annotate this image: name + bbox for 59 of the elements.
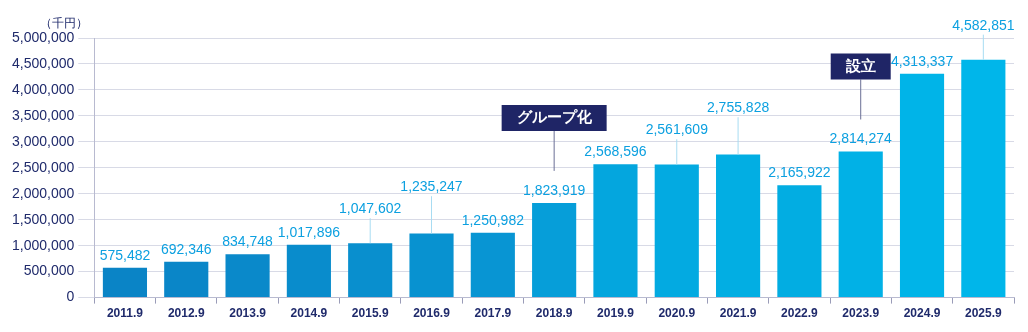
data-label: 1,250,982	[461, 211, 525, 228]
x-tick-label: 2016.9	[413, 306, 451, 321]
bar	[348, 243, 393, 298]
data-label: 2,568,596	[584, 143, 647, 160]
bar	[899, 73, 945, 298]
data-label: 2,561,609	[645, 121, 709, 138]
x-tick-label: 2011.9	[106, 306, 144, 321]
y-axis-title: （千円）	[40, 16, 89, 31]
bar	[654, 164, 699, 298]
x-tick-label: 2012.9	[167, 306, 205, 321]
bar	[286, 244, 331, 298]
x-tick-label: 2025.9	[964, 306, 1003, 321]
x-tick-label: 2024.9	[903, 306, 941, 321]
bar	[838, 151, 883, 298]
x-tick-label: 2015.9	[351, 306, 389, 321]
x-tick-label: 2022.9	[781, 306, 819, 321]
bar	[470, 232, 515, 298]
data-label: 2,755,828	[706, 99, 770, 116]
data-label: 4,582,851	[952, 16, 1015, 33]
y-tick-label: 4,500,000	[11, 54, 75, 71]
bar	[593, 164, 638, 298]
annotation: グループ化	[516, 108, 593, 126]
y-tick-label: 4,000,000	[11, 80, 75, 97]
x-tick-label: 2014.9	[290, 306, 328, 321]
data-label: 1,017,896	[277, 223, 341, 240]
y-tick-label: 1,000,000	[11, 236, 75, 253]
data-label: 1,047,602	[339, 200, 402, 217]
y-tick-label: 3,500,000	[11, 106, 75, 123]
bar	[961, 59, 1006, 298]
bar	[409, 233, 454, 298]
x-tick-label: 2020.9	[658, 306, 696, 321]
y-tick-label: 2,500,000	[11, 158, 75, 175]
y-tick-label: 0	[66, 288, 75, 305]
y-tick-label: 2,000,000	[11, 184, 75, 201]
bar	[164, 261, 209, 298]
y-tick-label: 5,000,000	[11, 28, 75, 45]
x-tick-label: 2021.9	[719, 306, 757, 321]
y-tick-label: 500,000	[23, 262, 75, 279]
data-label: 575,482	[99, 246, 151, 263]
data-label: 692,346	[160, 240, 212, 257]
data-label: 1,823,919	[522, 181, 586, 198]
y-tick-label: 3,000,000	[11, 132, 75, 149]
x-tick-label: 2023.9	[842, 306, 880, 321]
x-tick-label: 2019.9	[597, 306, 635, 321]
bar	[777, 185, 822, 298]
data-label: 4,313,337	[890, 52, 954, 69]
bar	[102, 267, 148, 298]
bar	[716, 154, 761, 298]
x-tick-label: 2018.9	[535, 306, 573, 321]
annotation: 設立	[844, 56, 876, 74]
x-tick-label: 2013.9	[229, 306, 267, 321]
bar	[225, 254, 270, 298]
data-label: 1,235,247	[400, 178, 463, 195]
data-label: 2,165,922	[768, 164, 831, 180]
bar	[532, 202, 577, 298]
y-tick-label: 1,500,000	[11, 210, 75, 227]
data-label: 2,814,274	[829, 130, 893, 147]
data-label: 834,748	[222, 233, 274, 250]
x-tick-label: 2017.9	[474, 306, 512, 321]
